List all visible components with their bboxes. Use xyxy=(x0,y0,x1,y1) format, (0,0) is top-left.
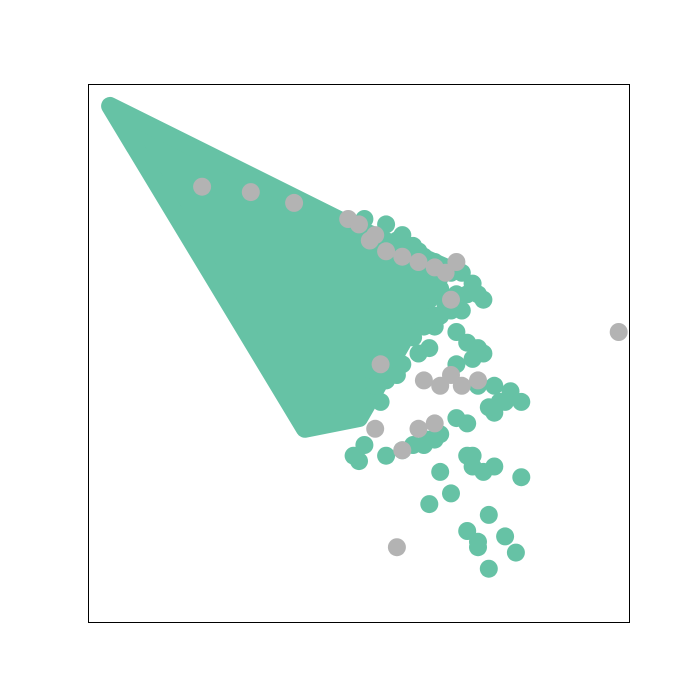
scatter-point xyxy=(442,290,460,309)
scatter-point xyxy=(387,538,406,557)
series-2 xyxy=(193,177,628,557)
scatter-point xyxy=(485,457,504,476)
scatter-point xyxy=(431,462,450,481)
scatter-point xyxy=(366,376,385,395)
scatter-point xyxy=(393,441,412,460)
scatter-point xyxy=(350,215,368,234)
scatter-point xyxy=(474,290,493,309)
scatter-point xyxy=(371,392,390,411)
scatter-point xyxy=(447,409,466,428)
scatter-point xyxy=(409,253,428,271)
scatter-point xyxy=(469,532,487,551)
scatter-point xyxy=(409,419,428,438)
scatter-point xyxy=(377,242,396,261)
scatter-point xyxy=(193,177,212,196)
scatter-point xyxy=(469,371,487,390)
scatter-point xyxy=(609,323,628,341)
scatter-point xyxy=(442,484,460,503)
points-layer xyxy=(193,177,628,578)
scatter-point xyxy=(398,301,417,320)
scatter-point xyxy=(420,339,439,358)
scatter-point xyxy=(393,247,412,266)
scatter-point xyxy=(479,505,498,524)
scatter-point xyxy=(355,436,374,454)
scatter-point xyxy=(463,446,482,465)
scatter-point xyxy=(387,366,406,384)
scatter-point xyxy=(366,226,385,245)
scatter-point xyxy=(447,253,466,271)
scatter-point xyxy=(496,527,515,546)
scatter-point xyxy=(404,328,423,347)
scatter-point xyxy=(512,468,531,487)
scatter-point xyxy=(420,495,439,514)
scatter-point xyxy=(479,559,498,578)
scatter-point xyxy=(479,398,498,417)
scatter-point xyxy=(285,193,304,212)
scatter-point xyxy=(350,398,368,417)
scatter-point xyxy=(463,349,482,368)
scatter-point xyxy=(425,430,444,449)
scatter-point xyxy=(387,328,406,347)
scatter-point xyxy=(512,392,531,411)
scatter-point xyxy=(241,183,260,202)
scatter-point xyxy=(452,376,471,395)
scatter-point xyxy=(414,371,433,390)
scatter-point xyxy=(420,290,439,309)
scatter-point xyxy=(371,355,390,374)
scatter-point xyxy=(366,419,385,438)
scatter-point xyxy=(425,414,444,433)
scatter-point xyxy=(506,543,525,562)
scatter-point xyxy=(463,274,482,293)
scatter-point xyxy=(485,376,504,395)
scatter-point xyxy=(377,446,396,465)
